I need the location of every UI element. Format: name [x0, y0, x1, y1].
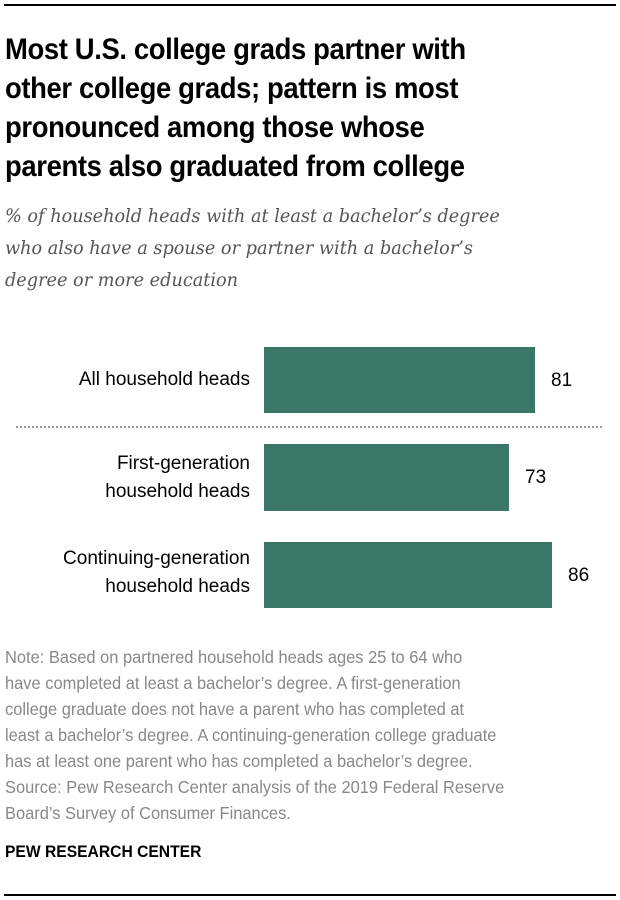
chart-title: Most U.S. college grads partner with oth…: [5, 30, 605, 186]
title-line: Most U.S. college grads partner with: [5, 33, 466, 66]
note-line: college graduate does not have a parent …: [5, 699, 465, 719]
bar-label-all: All household heads: [79, 366, 250, 394]
subtitle-line: % of household heads with at least a bac…: [5, 205, 500, 227]
bar-label-line: All household heads: [78, 369, 250, 390]
source-line: Board’s Survey of Consumer Finances.: [5, 803, 291, 823]
bar-label-line: household heads: [105, 576, 250, 597]
bar-label-line: First-generation: [116, 453, 250, 474]
bottom-rule: [4, 894, 616, 896]
note-line: Note: Based on partnered household heads…: [5, 647, 463, 667]
brand-logo-text: PEW RESEARCH CENTER: [5, 842, 202, 861]
chart-subtitle: % of household heads with at least a bac…: [5, 200, 610, 296]
bar-continuing-generation: [264, 542, 552, 608]
subtitle-line: who also have a spouse or partner with a…: [5, 237, 473, 259]
value-label-first-gen: 73: [525, 467, 547, 488]
title-line: pronounced among those whose: [5, 111, 425, 144]
value-label-all: 81: [551, 370, 573, 391]
chart-note: Note: Based on partnered household heads…: [5, 644, 607, 826]
bar-label-line: household heads: [105, 481, 250, 502]
bar-label-continuing-gen: Continuing-generation household heads: [63, 545, 250, 601]
note-line: have completed at least a bachelor’s deg…: [5, 673, 461, 693]
bar-all-household-heads: [264, 347, 535, 413]
top-rule: [4, 4, 616, 6]
bar-first-generation: [264, 444, 509, 511]
value-label-continuing-gen: 86: [568, 565, 590, 586]
source-line: Source: Pew Research Center analysis of …: [5, 777, 505, 797]
bar-label-first-gen: First-generation household heads: [105, 450, 250, 506]
bar-label-line: Continuing-generation: [63, 548, 250, 569]
note-line: has at least one parent who has complete…: [5, 751, 473, 771]
dotted-divider: [16, 426, 602, 428]
note-line: least a bachelor’s degree. A continuing-…: [5, 725, 497, 745]
title-line: parents also graduated from college: [5, 150, 465, 183]
subtitle-line: degree or more education: [5, 269, 239, 291]
title-line: other college grads; pattern is most: [5, 72, 459, 105]
